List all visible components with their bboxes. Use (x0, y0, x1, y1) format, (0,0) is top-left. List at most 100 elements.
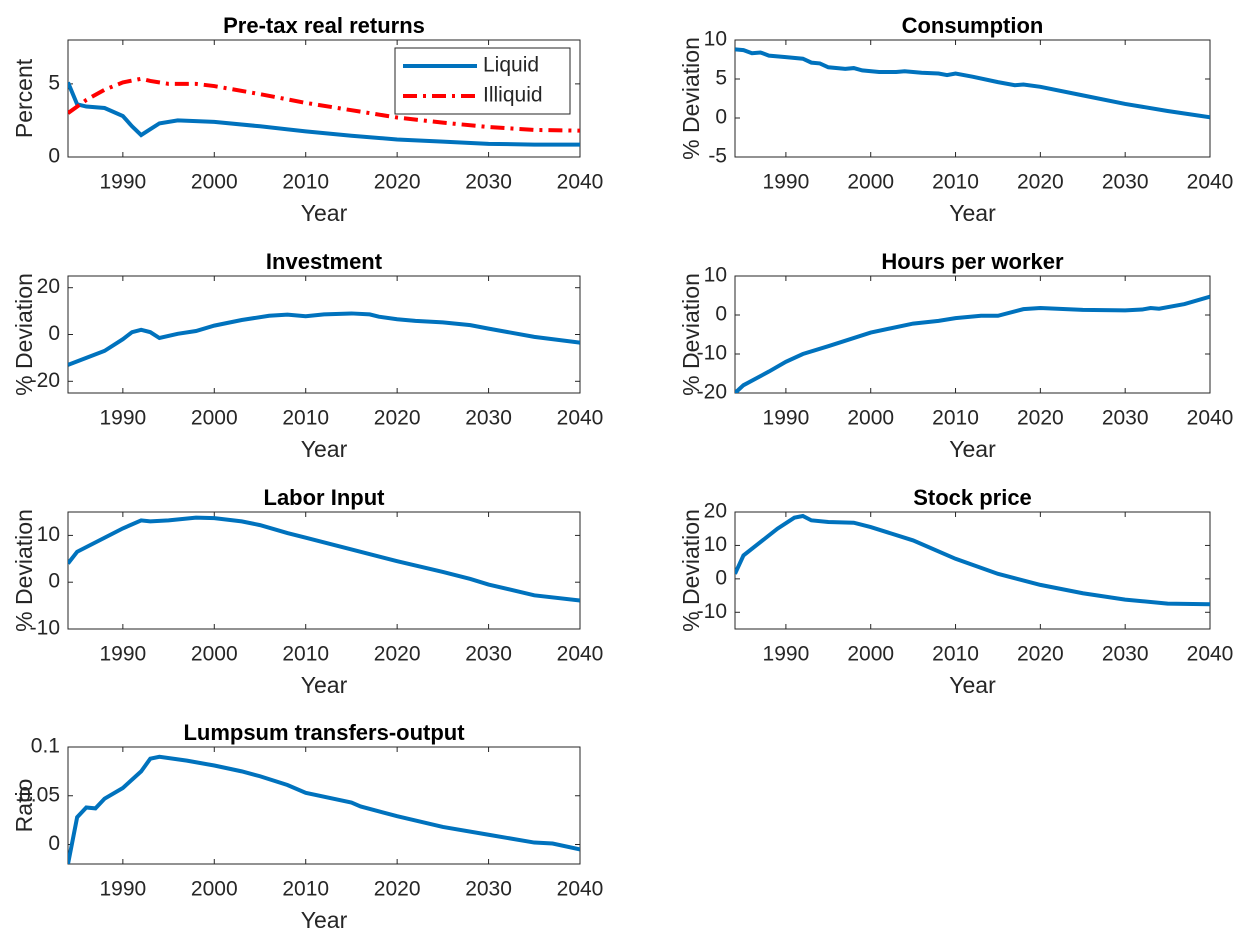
chart-title: Hours per worker (881, 249, 1064, 274)
x-tick-label: 2040 (557, 878, 604, 901)
panel: 1990 2000 2010 2020 2030 2040 -5 0 5 10 Consumptio… (678, 13, 1233, 226)
x-tick-label: 2030 (465, 407, 512, 430)
x-tick-label: 2010 (932, 643, 979, 666)
x-tick-label: 2020 (374, 643, 421, 666)
x-tick-label: 2010 (932, 171, 979, 194)
y-tick-label: -10 (697, 342, 727, 365)
y-tick-label: 20 (704, 500, 727, 523)
x-tick-label: 2000 (191, 878, 238, 901)
chart-title: Consumption (902, 13, 1044, 38)
data-line (735, 47, 1210, 120)
x-tick-label: 2040 (557, 407, 604, 430)
x-axis-label: Year (301, 907, 348, 933)
x-tick-label: 2010 (932, 407, 979, 430)
x-tick-label: 2000 (191, 643, 238, 666)
y-tick-label: 10 (704, 264, 727, 287)
chart-title: Labor Input (264, 485, 386, 510)
x-tick-label: 2000 (847, 171, 894, 194)
y-tick-label: 10 (704, 533, 727, 556)
y-axis-label: % Deviation (11, 509, 37, 632)
y-tick-label: 10 (37, 523, 60, 546)
data-line (68, 754, 580, 864)
legend-label: Illiquid (483, 84, 543, 107)
y-tick-label: -10 (697, 600, 727, 623)
x-tick-label: 1990 (99, 643, 146, 666)
y-axis-label: % Deviation (11, 273, 37, 396)
panel: 1990 2000 2010 2020 2030 2040 -10 0 10 Labor Inpu… (11, 485, 603, 698)
axes-box (734, 511, 1211, 630)
x-tick-label: 2020 (1017, 407, 1064, 430)
x-tick-label: 2030 (1102, 643, 1149, 666)
x-tick-label: 2000 (847, 407, 894, 430)
y-tick-label: 0 (48, 570, 60, 593)
axes-box (67, 275, 581, 394)
x-axis-label: Year (301, 672, 348, 698)
axes-box (734, 39, 1211, 158)
y-tick-label: 20 (37, 275, 60, 298)
x-tick-label: 2010 (282, 171, 329, 194)
axes-box (67, 746, 581, 865)
x-tick-label: 2000 (191, 171, 238, 194)
x-tick-label: 2020 (1017, 171, 1064, 194)
x-tick-label: 2030 (465, 643, 512, 666)
panel: 1990 2000 2010 2020 2030 2040 -20 0 20 Investment… (11, 249, 603, 462)
x-tick-label: 1990 (763, 407, 810, 430)
x-tick-label: 2040 (1187, 171, 1234, 194)
y-tick-label: -5 (708, 145, 727, 168)
y-tick-label: 0 (48, 145, 60, 168)
x-tick-label: 1990 (99, 407, 146, 430)
x-tick-label: 2030 (1102, 171, 1149, 194)
x-axis-label: Year (301, 200, 348, 226)
data-line (735, 294, 1210, 393)
y-tick-label: 0 (48, 322, 60, 345)
y-axis-label: Ratio (11, 779, 37, 833)
x-tick-label: 2040 (557, 171, 604, 194)
x-tick-label: 2030 (1102, 407, 1149, 430)
y-tick-label: 10 (704, 28, 727, 51)
x-axis-label: Year (301, 436, 348, 462)
legend-label: Liquid (483, 54, 539, 77)
x-tick-label: 2040 (1187, 407, 1234, 430)
x-axis-label: Year (949, 436, 996, 462)
x-tick-label: 2040 (557, 643, 604, 666)
x-tick-label: 2000 (191, 407, 238, 430)
panel: 1990 2000 2010 2020 2030 2040 -20 -10 0 10 Hours p… (678, 249, 1233, 462)
x-axis-label: Year (949, 672, 996, 698)
y-axis-label: Percent (11, 58, 37, 138)
y-tick-label: 0 (715, 303, 727, 326)
x-tick-label: 2020 (374, 407, 421, 430)
chart-title: Investment (266, 249, 383, 274)
data-line (68, 311, 580, 367)
y-tick-label: 0 (48, 832, 60, 855)
axes-box (734, 275, 1211, 394)
panel: 1990 2000 2010 2020 2030 2040 0 5 Pre-tax real r… (11, 13, 603, 226)
x-tick-label: 2000 (847, 643, 894, 666)
x-tick-label: 2030 (465, 878, 512, 901)
x-tick-label: 2040 (1187, 643, 1234, 666)
x-axis-label: Year (949, 200, 996, 226)
y-tick-label: -20 (697, 381, 727, 404)
y-axis-label: % Deviation (678, 37, 704, 160)
chart-title: Pre-tax real returns (223, 13, 425, 38)
panel: 1990 2000 2010 2020 2030 2040 0 0.05 0.1 Lumpsum … (11, 720, 603, 933)
axes-box (67, 511, 581, 630)
x-tick-label: 1990 (763, 171, 810, 194)
y-tick-label: 0 (715, 566, 727, 589)
y-tick-label: 0 (715, 106, 727, 129)
data-line (68, 81, 580, 147)
y-axis-label: % Deviation (678, 273, 704, 396)
y-tick-label: 5 (715, 67, 727, 90)
x-tick-label: 2030 (465, 171, 512, 194)
data-line (68, 515, 580, 603)
data-line (735, 513, 1210, 607)
y-tick-label: 0.1 (31, 735, 60, 758)
data-line (68, 76, 580, 133)
x-tick-label: 2020 (374, 171, 421, 194)
x-tick-label: 1990 (99, 878, 146, 901)
x-tick-label: 2010 (282, 878, 329, 901)
y-tick-label: 5 (48, 71, 60, 94)
legend-box (394, 47, 571, 115)
panel: 1990 2000 2010 2020 2030 2040 -10 0 10 20 Stock pr… (678, 485, 1233, 698)
y-tick-label: -20 (30, 369, 60, 392)
